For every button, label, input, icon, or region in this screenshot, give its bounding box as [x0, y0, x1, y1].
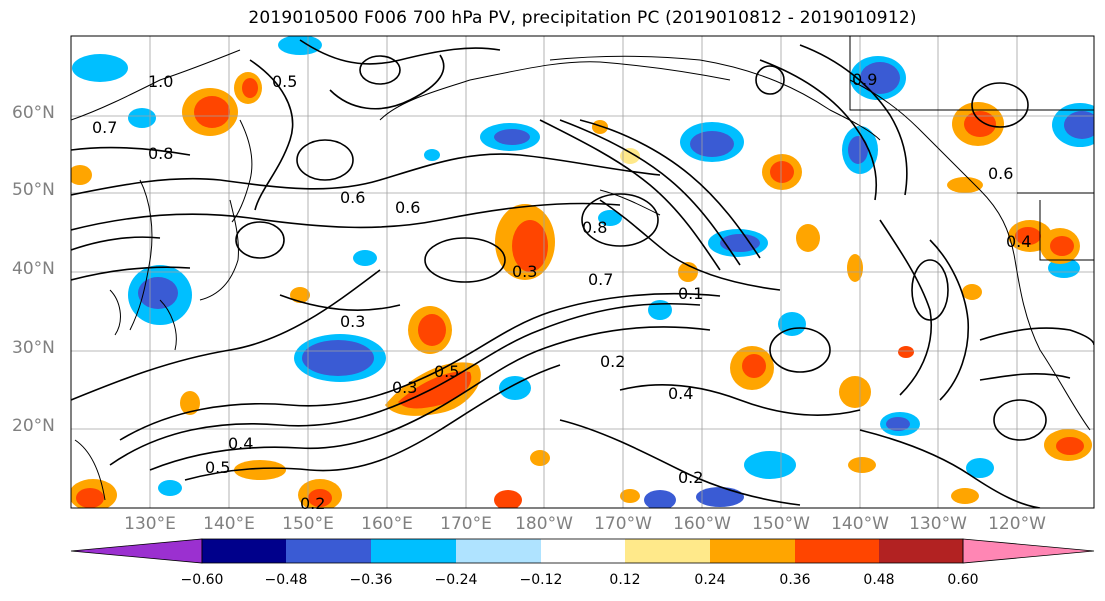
colorbar-bin: [541, 539, 625, 563]
positive-anomaly-blob: [1008, 220, 1080, 264]
negative-anomaly-blob: [1052, 103, 1094, 147]
colorbar-tick-label: −0.60: [180, 572, 224, 588]
contour-value-label: 0.2: [678, 468, 704, 487]
negative-anomaly-blob: [72, 36, 1080, 496]
colorbar-tick-label: 0.48: [863, 572, 895, 588]
colorbar-bin: [710, 539, 795, 563]
contour-value-label: 0.8: [148, 144, 174, 163]
contour-value-label: 0.2: [300, 494, 326, 513]
colorbar-tick-label: −0.36: [349, 572, 393, 588]
lat-label: 40°N: [12, 259, 55, 279]
colorbar-bin: [456, 539, 541, 563]
lon-label: 150°W: [752, 514, 810, 534]
lon-label: 160°E: [361, 514, 413, 534]
lat-label: 30°N: [12, 338, 55, 358]
contour-value-label: 1.0: [148, 72, 174, 91]
colorbar-bin: [371, 539, 456, 563]
colorbar-tick-label: 0.12: [609, 572, 641, 588]
colorbar-tick-label: 0.24: [694, 572, 726, 588]
colorbar-tick-label: 0.60: [947, 572, 979, 588]
colorbar-tick-label: −0.24: [434, 572, 478, 588]
lon-label: 170°W: [594, 514, 652, 534]
contour-value-label: 0.4: [668, 384, 694, 403]
colorbar-bin: [286, 539, 371, 563]
lat-label: 50°N: [12, 180, 55, 200]
colorbar-bin: [625, 539, 710, 563]
lat-label: 60°N: [12, 103, 55, 123]
contour-value-label: 0.7: [588, 270, 614, 289]
political-boundaries: [849, 36, 1094, 261]
contour-value-label: 0.4: [228, 434, 254, 453]
contour-value-label: 0.5: [434, 362, 460, 381]
contour-value-label: 0.6: [988, 164, 1014, 183]
contour-value-label: 0.3: [340, 312, 366, 331]
contour-value-label: 0.9: [852, 70, 878, 89]
colorbar-tick-label: −0.48: [264, 572, 308, 588]
negative-anomaly-blob: [294, 334, 386, 382]
pv-contours: [71, 39, 1094, 508]
colorbar-bin: [879, 539, 963, 563]
contour-value-label: 0.6: [395, 198, 421, 217]
lon-label: 160°W: [673, 514, 731, 534]
lon-label: 170°E: [440, 514, 492, 534]
colorbar: [70, 538, 1095, 564]
positive-anomaly-blob: [71, 429, 1092, 508]
negative-anomaly-blob: [850, 56, 906, 100]
contour-value-label: 0.6: [340, 188, 366, 207]
contour-value-label: 0.4: [1006, 232, 1032, 251]
contour-value-label: 0.3: [392, 378, 418, 397]
figure-title: 2019010500 F006 700 hPa PV, precipitatio…: [248, 8, 917, 28]
coastlines: [71, 49, 1091, 501]
contour-value-label: 0.5: [272, 72, 298, 91]
positive-anomaly-blob: [952, 102, 1004, 146]
contour-value-label: 0.3: [512, 262, 538, 281]
lon-label: 140°E: [203, 514, 255, 534]
lon-label: 120°W: [988, 514, 1046, 534]
lon-label: 180°W: [515, 514, 573, 534]
negative-anomaly-blob: [644, 412, 920, 508]
lon-label: 140°W: [831, 514, 889, 534]
negative-anomaly-blob: [128, 265, 192, 325]
lon-label: 130°W: [909, 514, 967, 534]
contour-value-label: 0.5: [205, 458, 231, 477]
contour-value-label: 0.8: [582, 218, 608, 237]
positive-anomaly-blob: [495, 204, 555, 280]
colorbar-extend-min: [70, 538, 203, 564]
negative-anomaly-blob: [480, 123, 540, 151]
colorbar-tick-label: −0.12: [519, 572, 563, 588]
positive-anomaly-blob: [408, 306, 452, 354]
contour-value-label: 0.7: [92, 118, 118, 137]
contour-value-label: 0.2: [600, 352, 626, 371]
positive-anomaly-blob: [730, 346, 774, 390]
positive-anomaly-blob: [762, 154, 802, 190]
negative-anomaly-blob: [708, 229, 768, 257]
precip-anomaly-shading: [71, 36, 1094, 508]
contour-value-label: 0.1: [678, 284, 704, 303]
colorbar-extend-max: [962, 538, 1095, 564]
negative-anomaly-blob: [680, 122, 744, 162]
colorbar-bin: [202, 539, 286, 563]
lat-label: 20°N: [12, 416, 55, 436]
colorbar-bin: [795, 539, 879, 563]
positive-anomaly-blob: [71, 120, 983, 504]
positive-anomaly-blob: [182, 72, 262, 136]
lon-label: 150°E: [282, 514, 334, 534]
lon-label: 130°E: [124, 514, 176, 534]
map-frame: [70, 35, 1095, 509]
colorbar-tick-label: 0.36: [779, 572, 811, 588]
